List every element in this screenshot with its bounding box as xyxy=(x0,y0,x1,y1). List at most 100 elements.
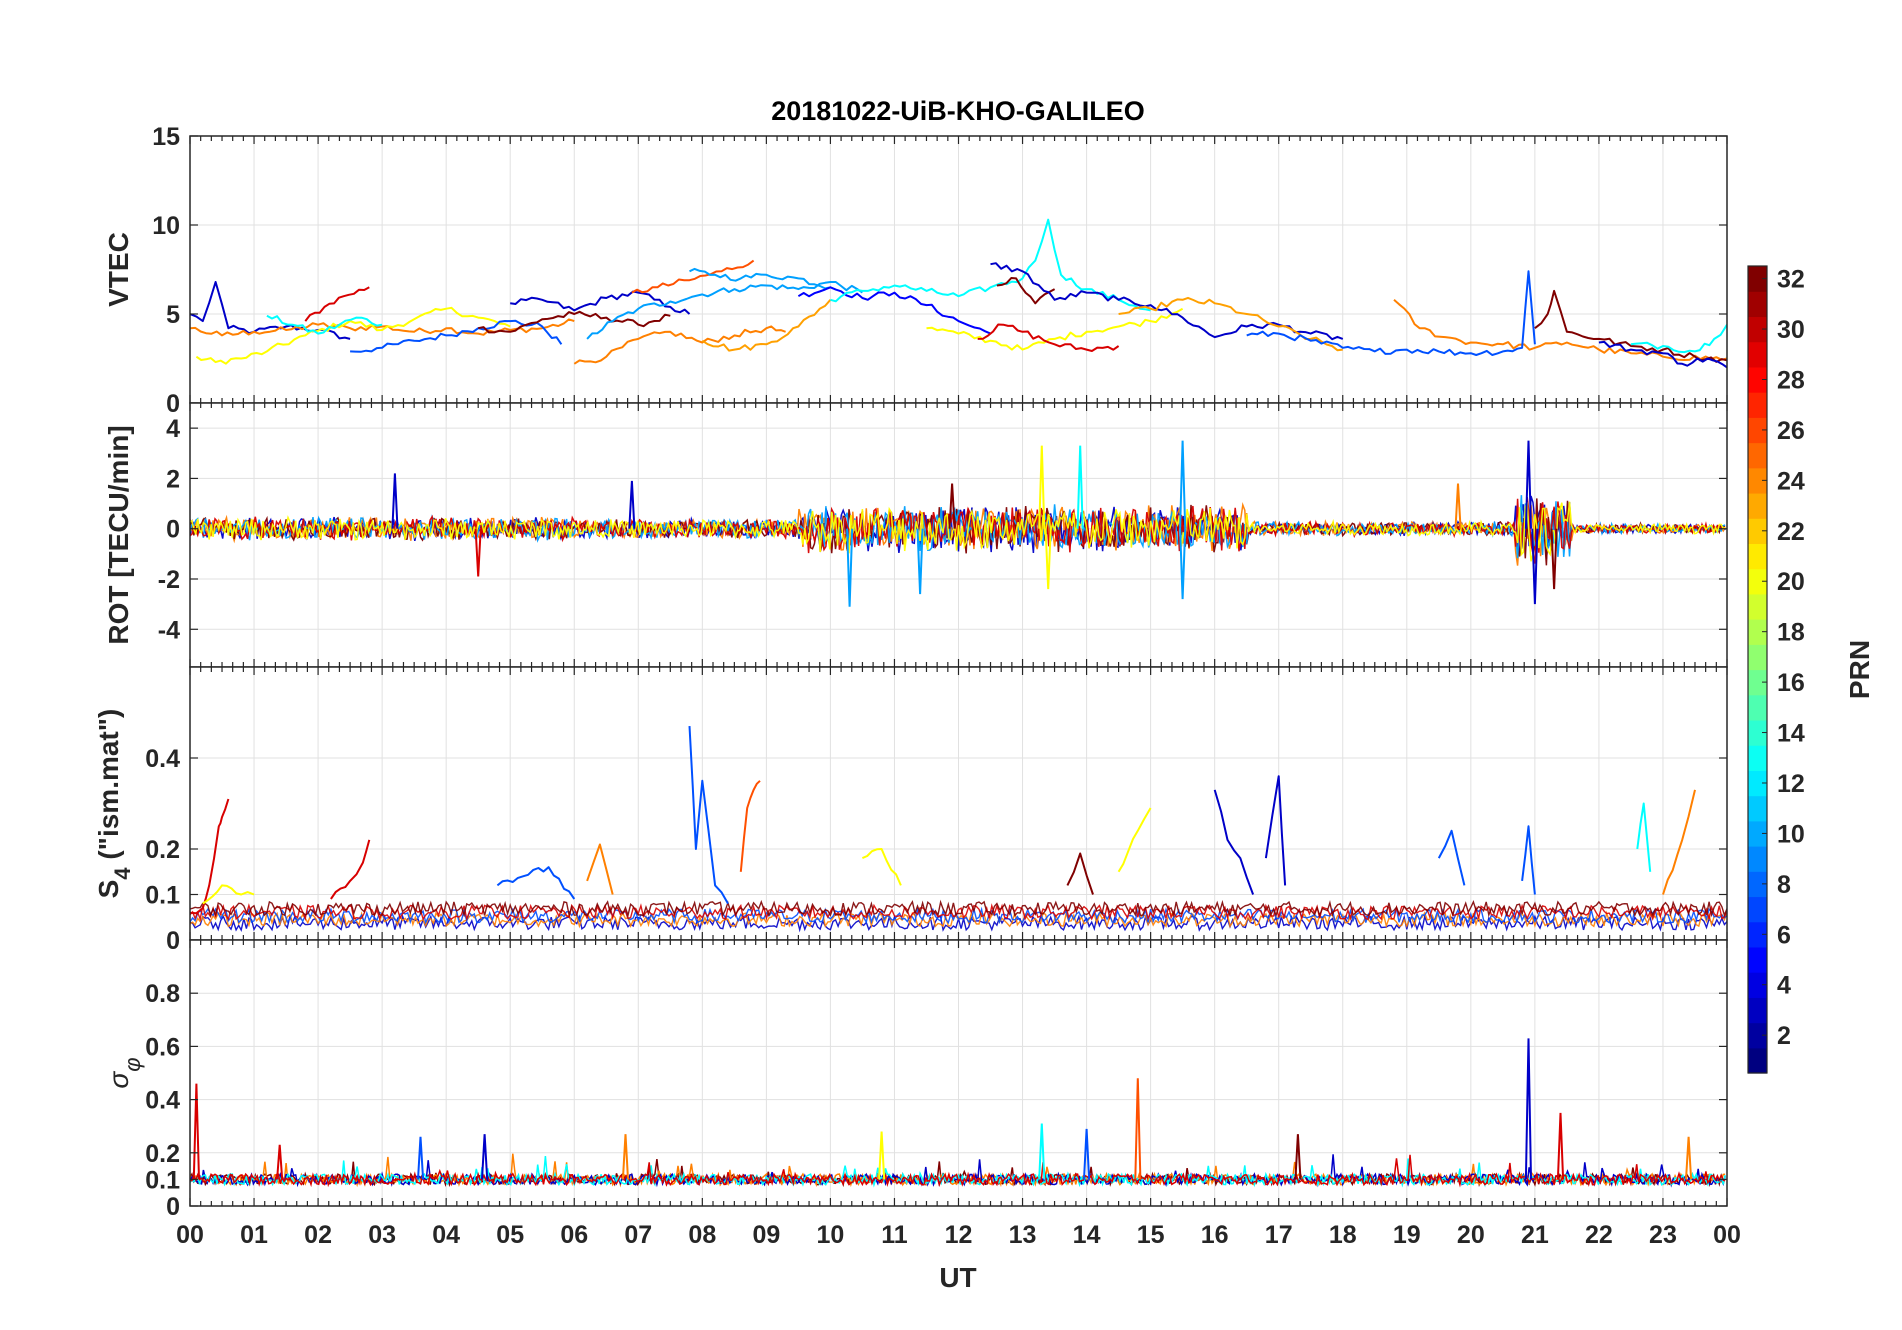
colorbar-swatch xyxy=(1748,442,1767,469)
colorbar-swatch xyxy=(1748,921,1767,948)
spike xyxy=(391,473,399,529)
colorbar-swatch xyxy=(1748,366,1767,393)
y-tick-label: 0.4 xyxy=(145,745,180,773)
spike xyxy=(474,528,482,577)
series-line xyxy=(586,281,863,340)
colorbar-swatch xyxy=(1748,644,1767,671)
spike xyxy=(628,480,636,529)
series-line xyxy=(1636,802,1652,872)
spike xyxy=(1454,483,1462,529)
grid xyxy=(190,667,1727,940)
spike xyxy=(1179,528,1187,600)
spike xyxy=(192,1083,200,1180)
series-line xyxy=(1521,825,1536,895)
series-line xyxy=(1066,852,1094,895)
y-tick-label: 0 xyxy=(166,927,180,955)
y-tick-label: 10 xyxy=(152,212,180,240)
series-line xyxy=(586,843,614,895)
y-axis-label-main: S xyxy=(93,880,124,899)
series-line xyxy=(573,325,786,365)
colorbar-tick-label: 28 xyxy=(1777,366,1805,394)
spike xyxy=(481,1134,489,1180)
series-line xyxy=(510,290,691,315)
series-line xyxy=(330,839,371,900)
spike xyxy=(417,1136,425,1180)
spike xyxy=(1076,445,1084,529)
x-ticks xyxy=(189,940,1728,1206)
baseline-noise-line xyxy=(190,903,1727,922)
x-tick-label: 02 xyxy=(304,1221,332,1249)
colorbar-tick-label: 16 xyxy=(1777,669,1805,697)
x-tick-label: 14 xyxy=(1073,1221,1101,1249)
colorbar-frame xyxy=(1747,265,1768,1074)
y-tick-label: 15 xyxy=(152,123,180,151)
colorbar-swatch xyxy=(1748,896,1767,923)
y-axis-label: S4 ("ism.mat") xyxy=(93,709,135,899)
x-tick-label: 04 xyxy=(432,1221,460,1249)
spike xyxy=(1524,440,1532,529)
y-tick-label: 5 xyxy=(166,301,180,329)
data-series xyxy=(190,726,1727,933)
series-line xyxy=(496,866,576,900)
colorbar-swatch xyxy=(1748,619,1767,645)
spike xyxy=(1685,1136,1693,1180)
colorbar-swatch xyxy=(1748,871,1767,898)
x-ticks xyxy=(189,136,1728,403)
x-tick-label: 06 xyxy=(560,1221,588,1249)
spike xyxy=(916,528,924,595)
colorbar-swatch xyxy=(1748,694,1767,721)
x-tick-label: 09 xyxy=(752,1221,780,1249)
series-line xyxy=(1598,340,1727,369)
x-axis-label: UT xyxy=(939,1262,976,1293)
colorbar-tick-label: 14 xyxy=(1777,720,1805,748)
x-tick-label: 17 xyxy=(1265,1221,1293,1249)
colorbar-tick-label: 6 xyxy=(1777,921,1791,949)
x-tick-label: 20 xyxy=(1457,1221,1485,1249)
spike xyxy=(1524,1038,1532,1180)
series-line xyxy=(739,780,761,872)
series-line xyxy=(1213,789,1255,895)
x-tick-label: 08 xyxy=(688,1221,716,1249)
spike xyxy=(276,1144,284,1180)
colorbar-swatch xyxy=(1748,341,1767,368)
series-line xyxy=(926,307,1184,351)
y-tick-label: 0.6 xyxy=(145,1033,180,1061)
panel-vtec: 0 5 10 15 VTEC xyxy=(103,123,1728,418)
series-line xyxy=(701,299,832,352)
colorbar-swatch xyxy=(1748,316,1767,343)
y-axis-label-sub: φ xyxy=(120,1057,145,1071)
x-tick-label: 11 xyxy=(881,1221,908,1249)
colorbar-tick-label: 12 xyxy=(1777,770,1805,798)
data-series xyxy=(190,218,1727,369)
series-line xyxy=(202,884,255,905)
baseline-noise-line xyxy=(190,906,1727,925)
series-line xyxy=(190,318,575,337)
spike xyxy=(1134,1078,1142,1180)
colorbar-tick-label: 32 xyxy=(1777,266,1805,294)
spike xyxy=(1038,445,1046,529)
data-series xyxy=(190,440,1726,607)
series-line xyxy=(689,267,831,290)
colorbar-swatch xyxy=(1748,543,1767,570)
grid xyxy=(190,940,1727,1206)
colorbar-swatch xyxy=(1748,795,1767,822)
series-line xyxy=(1662,789,1696,895)
spike xyxy=(1044,528,1052,590)
noise-line xyxy=(190,497,1726,564)
colorbar-tick-label: 30 xyxy=(1777,316,1805,344)
colorbar-tick-label: 22 xyxy=(1777,518,1805,546)
y-tick-label: 0.4 xyxy=(145,1087,180,1115)
series-line xyxy=(190,798,230,915)
series-line xyxy=(477,310,671,334)
x-tick-label: 19 xyxy=(1393,1221,1421,1249)
colorbar-swatch xyxy=(1748,266,1767,292)
y-tick-label: 0.1 xyxy=(145,1166,180,1194)
x-tick-label: 21 xyxy=(1521,1221,1549,1249)
series-line xyxy=(266,314,383,335)
colorbar-tick-label: 18 xyxy=(1777,619,1805,647)
colorbar-tick-label: 26 xyxy=(1777,417,1805,445)
colorbar-swatch xyxy=(1748,846,1767,872)
